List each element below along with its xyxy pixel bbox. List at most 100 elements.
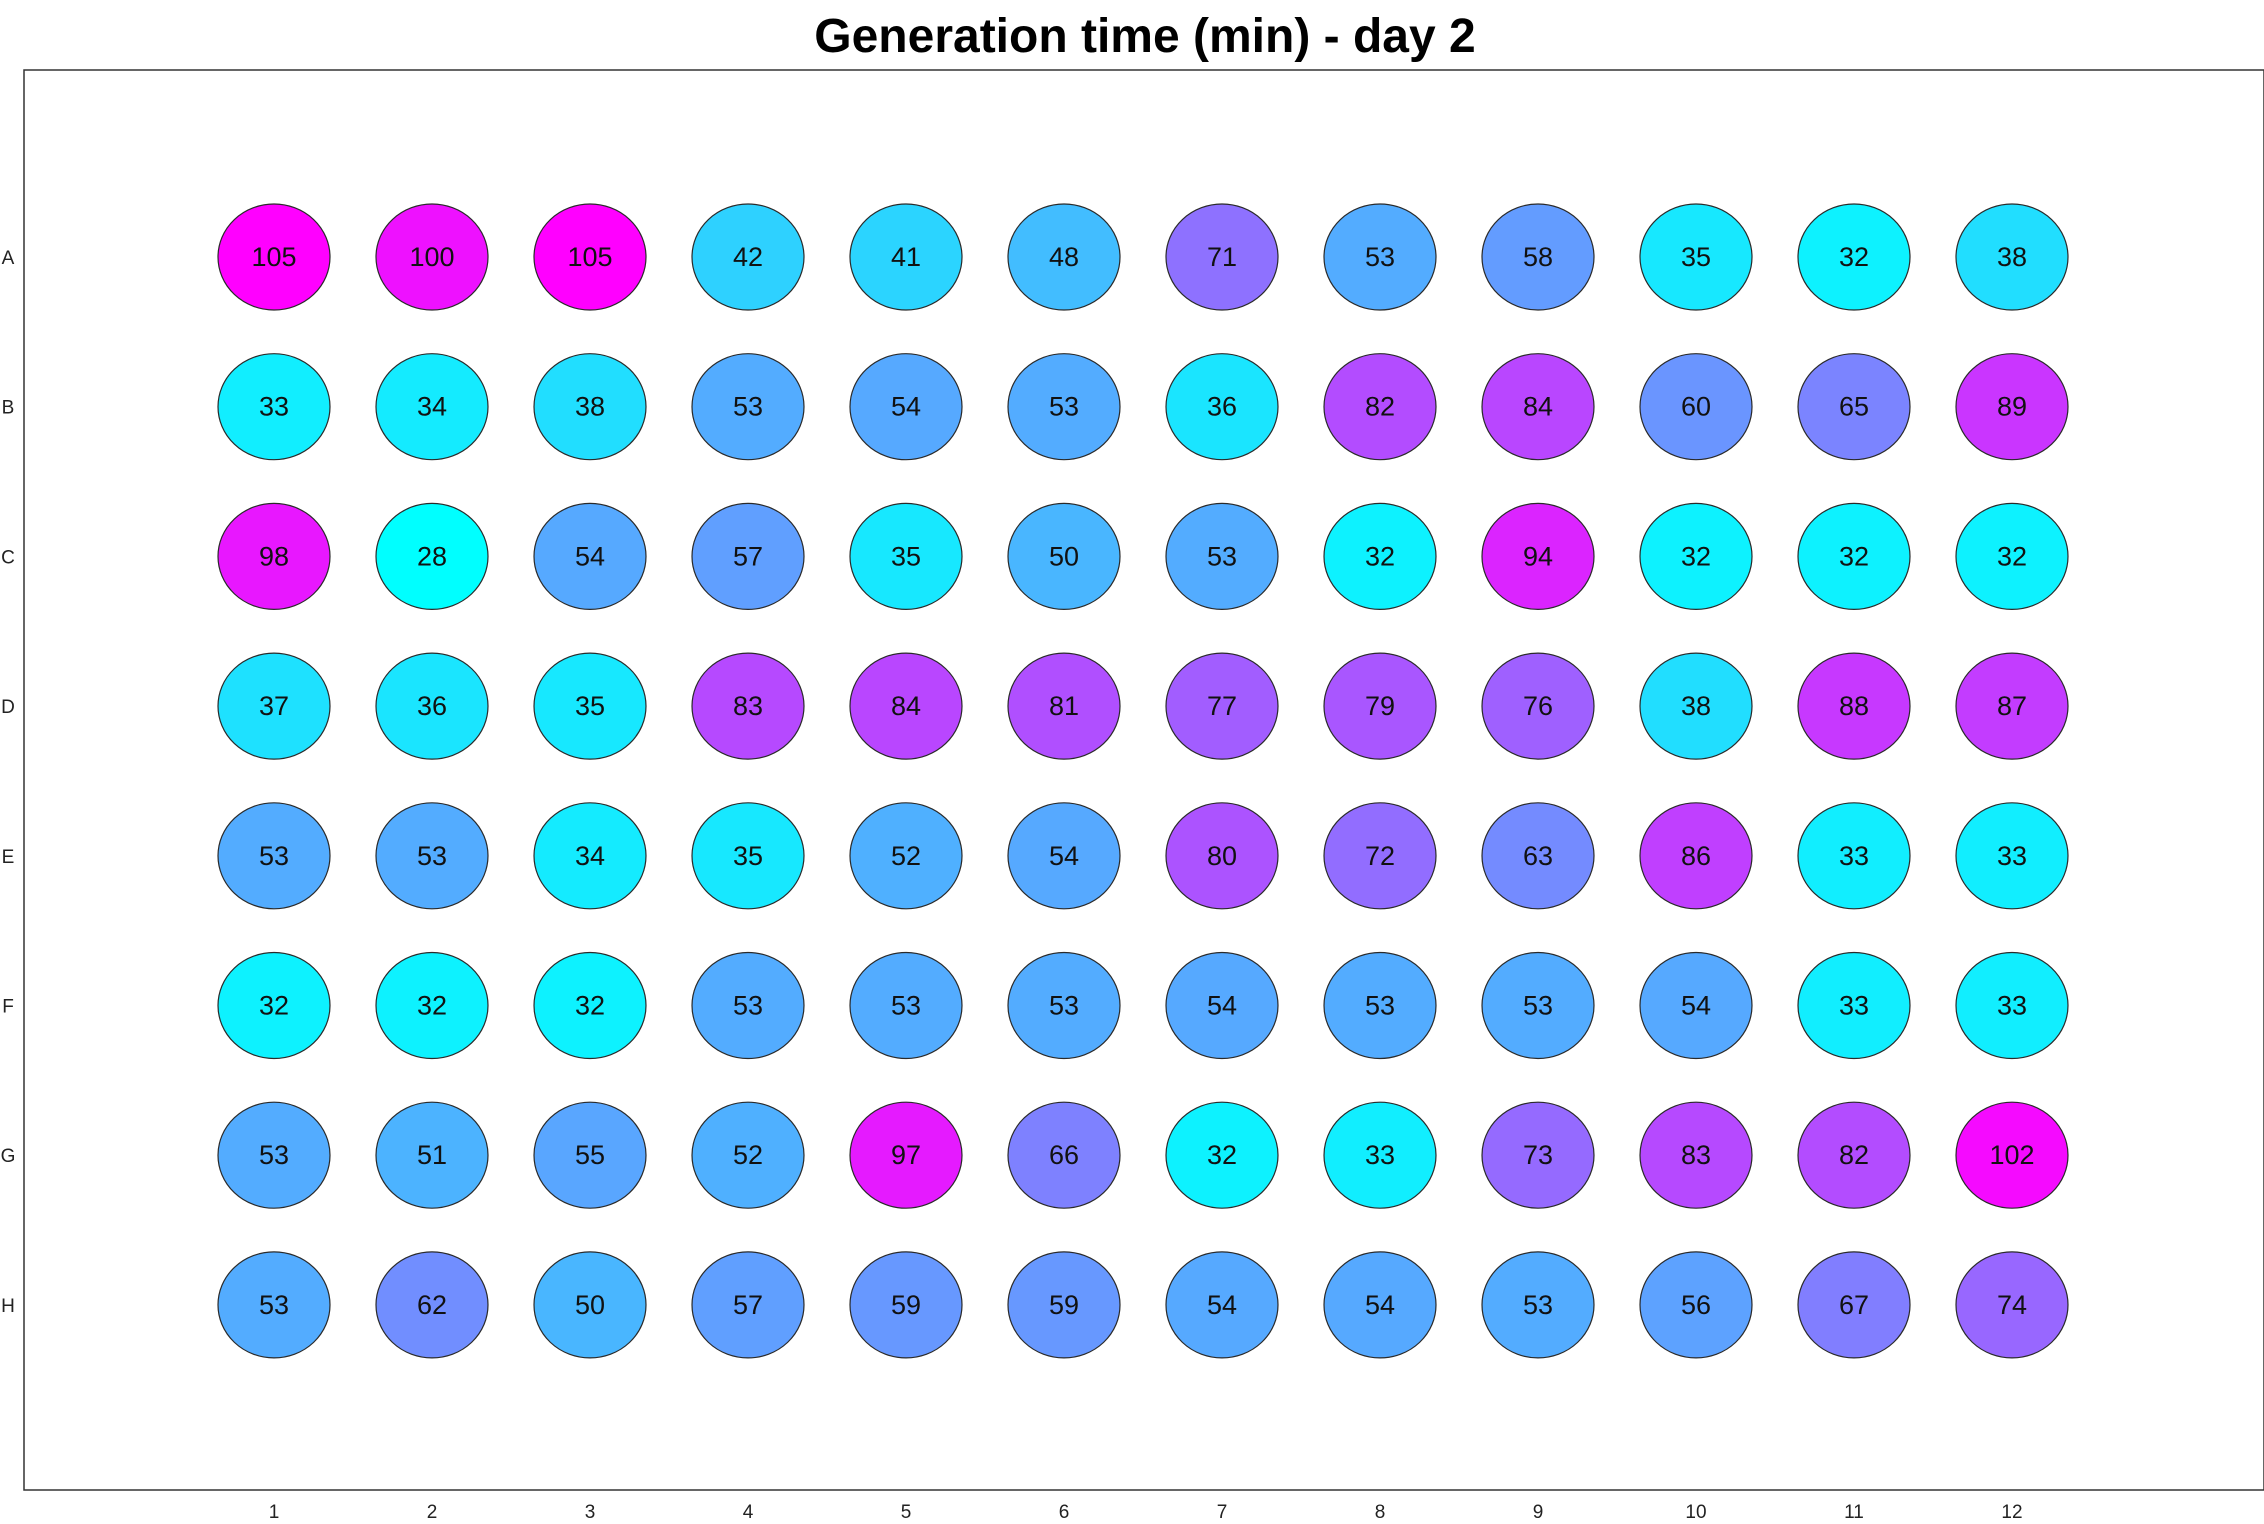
well-B6: 53 — [1007, 353, 1121, 461]
well-circle — [1955, 802, 2069, 910]
column-label-12: 12 — [2001, 1502, 2022, 1523]
well-value: 37 — [259, 691, 289, 721]
well-A3: 105 — [533, 203, 647, 311]
well-E5: 52 — [849, 802, 963, 910]
well-circle — [375, 1251, 489, 1359]
well-D2: 36 — [375, 652, 489, 760]
well-value: 67 — [1839, 1290, 1869, 1320]
well-G6: 66 — [1007, 1101, 1121, 1209]
well-circle — [1639, 951, 1753, 1060]
well-circle — [1481, 203, 1595, 311]
well-value: 57 — [733, 1290, 763, 1320]
well-value: 89 — [1997, 392, 2027, 422]
well-circle — [1165, 652, 1279, 760]
well-F6: 53 — [1007, 951, 1121, 1060]
well-value: 38 — [575, 392, 605, 422]
well-circle — [1165, 1101, 1279, 1209]
column-label-2: 2 — [427, 1502, 438, 1523]
well-B1: 33 — [217, 353, 331, 461]
well-E7: 80 — [1165, 802, 1279, 910]
well-circle — [375, 203, 489, 311]
well-D10: 38 — [1639, 652, 1753, 760]
well-circle — [849, 203, 963, 311]
well-value: 32 — [1681, 541, 1711, 571]
well-circle — [1639, 802, 1753, 910]
well-H12: 74 — [1955, 1251, 2069, 1359]
well-H11: 67 — [1797, 1251, 1911, 1359]
well-value: 72 — [1365, 841, 1395, 871]
well-value: 33 — [259, 392, 289, 422]
well-value: 81 — [1049, 691, 1079, 721]
well-value: 66 — [1049, 1140, 1079, 1170]
well-circle — [1955, 203, 2069, 311]
well-C5: 35 — [849, 502, 963, 611]
well-circle — [1639, 203, 1753, 311]
well-value: 102 — [1989, 1140, 2034, 1170]
well-value: 56 — [1681, 1290, 1711, 1320]
well-F2: 32 — [375, 951, 489, 1060]
well-value: 76 — [1523, 691, 1553, 721]
well-A1: 105 — [217, 203, 331, 311]
well-D4: 83 — [691, 652, 805, 760]
well-A5: 41 — [849, 203, 963, 311]
well-A11: 32 — [1797, 203, 1911, 311]
well-B2: 34 — [375, 353, 489, 461]
wells: 105 100 105 42 41 48 71 53 58 35 32 38 33 34 38 53 54 53 3… — [217, 203, 2069, 1359]
well-H10: 56 — [1639, 1251, 1753, 1359]
well-circle — [1797, 502, 1911, 611]
well-value: 74 — [1997, 1290, 2027, 1320]
well-circle — [1481, 802, 1595, 910]
well-value: 33 — [1997, 841, 2027, 871]
well-value: 84 — [891, 691, 921, 721]
well-value: 54 — [1681, 991, 1711, 1021]
well-B12: 89 — [1955, 353, 2069, 461]
well-circle — [1955, 652, 2069, 760]
well-circle — [1639, 1251, 1753, 1359]
well-value: 97 — [891, 1140, 921, 1170]
well-A8: 53 — [1323, 203, 1437, 311]
well-circle — [691, 353, 805, 461]
well-E4: 35 — [691, 802, 805, 910]
well-circle — [849, 1101, 963, 1209]
well-circle — [1007, 652, 1121, 760]
well-circle — [1955, 1251, 2069, 1359]
well-circle — [691, 1251, 805, 1359]
row-label-A: A — [2, 248, 15, 269]
well-circle — [217, 502, 331, 611]
well-circle — [1165, 502, 1279, 611]
well-value: 105 — [567, 242, 612, 272]
well-circle — [1323, 802, 1437, 910]
well-value: 53 — [1523, 1290, 1553, 1320]
well-D6: 81 — [1007, 652, 1121, 760]
well-B9: 84 — [1481, 353, 1595, 461]
well-C9: 94 — [1481, 502, 1595, 611]
column-label-7: 7 — [1217, 1502, 1228, 1523]
well-D11: 88 — [1797, 652, 1911, 760]
well-circle — [1007, 951, 1121, 1060]
well-A9: 58 — [1481, 203, 1595, 311]
well-value: 34 — [417, 392, 447, 422]
well-value: 32 — [1997, 541, 2027, 571]
well-value: 52 — [733, 1140, 763, 1170]
well-value: 53 — [259, 841, 289, 871]
well-circle — [1797, 652, 1911, 760]
well-value: 35 — [891, 541, 921, 571]
well-B8: 82 — [1323, 353, 1437, 461]
well-G4: 52 — [691, 1101, 805, 1209]
well-value: 60 — [1681, 392, 1711, 422]
well-E8: 72 — [1323, 802, 1437, 910]
well-circle — [849, 802, 963, 910]
well-value: 53 — [733, 392, 763, 422]
row-label-B: B — [2, 398, 15, 419]
well-value: 35 — [1681, 242, 1711, 272]
well-circle — [849, 652, 963, 760]
well-value: 63 — [1523, 841, 1553, 871]
well-circle — [217, 353, 331, 461]
well-B5: 54 — [849, 353, 963, 461]
well-E9: 63 — [1481, 802, 1595, 910]
well-value: 98 — [259, 541, 289, 571]
well-value: 51 — [417, 1140, 447, 1170]
well-E11: 33 — [1797, 802, 1911, 910]
well-value: 54 — [891, 392, 921, 422]
well-circle — [1639, 1101, 1753, 1209]
